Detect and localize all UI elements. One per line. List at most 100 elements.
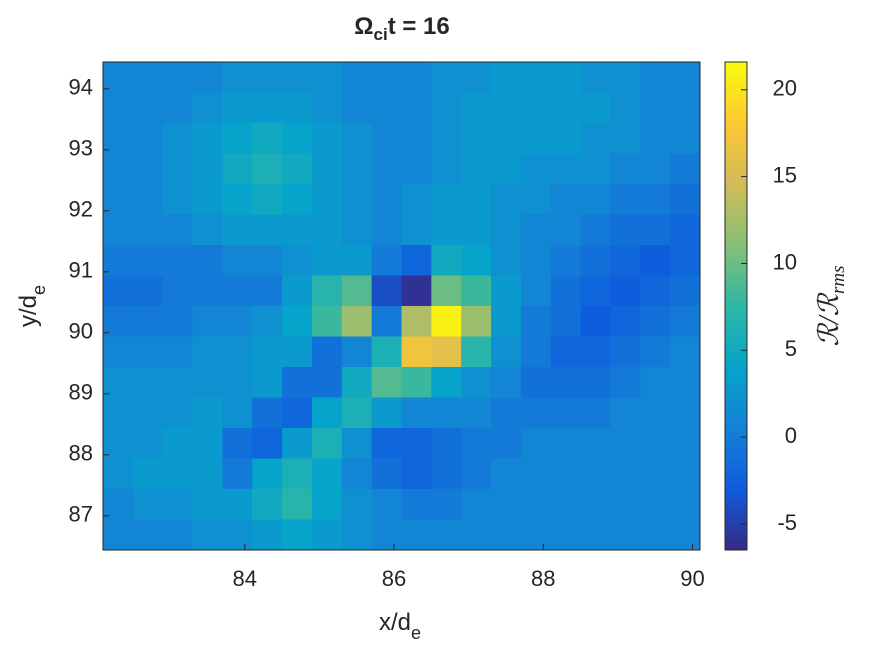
heatmap-cell (580, 214, 611, 246)
heatmap-cell (401, 245, 432, 276)
heatmap-cell (610, 92, 641, 124)
heatmap-cell (222, 275, 253, 307)
heatmap-cell (282, 275, 313, 307)
heatmap-cell (401, 62, 432, 93)
heatmap-cell (491, 92, 522, 124)
heatmap-cell (431, 92, 462, 124)
heatmap-cell (670, 519, 701, 551)
heatmap-cell (311, 489, 343, 520)
heatmap-cell (550, 153, 582, 185)
heatmap-cell (162, 367, 194, 398)
heatmap-cell (580, 245, 611, 276)
heatmap-cell (670, 397, 701, 429)
heatmap-cell (311, 275, 343, 307)
heatmap-cell (371, 367, 402, 398)
heatmap-cell (640, 275, 671, 307)
heatmap-cell (461, 306, 492, 337)
heatmap-cell (491, 397, 522, 429)
heatmap-cell (282, 123, 313, 154)
heatmap-cell (222, 489, 253, 520)
heatmap-cell (491, 214, 522, 246)
heatmap-cell (580, 428, 611, 459)
heatmap-cell (461, 245, 492, 276)
heatmap-cell (132, 489, 164, 520)
heatmap-cell (640, 214, 671, 246)
heatmap-cell (670, 458, 701, 490)
heatmap-cell (282, 62, 313, 93)
heatmap-cell (282, 214, 313, 246)
heatmap-cell (610, 184, 641, 215)
heatmap-cell (550, 367, 582, 398)
heatmap-cell (252, 184, 283, 215)
heatmap-cell (103, 367, 134, 398)
heatmap-cell (610, 489, 641, 520)
heatmap-cell (341, 153, 373, 185)
heatmap-cell (192, 397, 223, 429)
heatmap-cell (431, 336, 462, 368)
heatmap-cell (550, 336, 582, 368)
heatmap-cell (371, 489, 402, 520)
heatmap-cell (491, 306, 522, 337)
heatmap-cell (520, 214, 552, 246)
heatmap-cell (192, 336, 223, 368)
heatmap-cell (252, 275, 283, 307)
heatmap-cell (162, 92, 194, 124)
heatmap-cell (580, 153, 611, 185)
heatmap-cell (192, 245, 223, 276)
heatmap-cell (341, 336, 373, 368)
heatmap-cell (341, 489, 373, 520)
heatmap-cell (192, 489, 223, 520)
heatmap-cell (282, 489, 313, 520)
colorbar-tick-label: 15 (773, 162, 797, 187)
heatmap-cell (311, 306, 343, 337)
heatmap-cell (311, 62, 343, 93)
heatmap-cell (640, 397, 671, 429)
heatmap-cell (132, 153, 164, 185)
heatmap-cell (311, 428, 343, 459)
heatmap-cell (401, 184, 432, 215)
heatmap-cell (610, 62, 641, 93)
title-sub: ci (374, 25, 388, 44)
heatmap-cell (461, 214, 492, 246)
heatmap-cell (192, 153, 223, 185)
heatmap-cell (282, 428, 313, 459)
heatmap-cell (550, 184, 582, 215)
heatmap-cell (610, 306, 641, 337)
heatmap-cell (132, 92, 164, 124)
heatmap-cell (550, 275, 582, 307)
heatmap-cell (640, 458, 671, 490)
heatmap-cell (491, 245, 522, 276)
heatmap-cell (103, 214, 134, 246)
heatmap-cell (162, 123, 194, 154)
heatmap-cell (550, 428, 582, 459)
heatmap-cell (520, 275, 552, 307)
heatmap-cell (550, 397, 582, 429)
heatmap-cell (103, 519, 134, 551)
heatmap-cell (610, 214, 641, 246)
heatmap-cell (610, 275, 641, 307)
heatmap-cell (491, 428, 522, 459)
heatmap-cell (640, 336, 671, 368)
heatmap-cell (431, 62, 462, 93)
heatmap-cell (491, 275, 522, 307)
heatmap-cell (311, 153, 343, 185)
heatmap-cell (670, 489, 701, 520)
heatmap-cell (162, 519, 194, 551)
heatmap-cell (640, 367, 671, 398)
heatmap-cell (252, 153, 283, 185)
heatmap-cell (371, 336, 402, 368)
heatmap-cell (132, 428, 164, 459)
heatmap-cell (192, 123, 223, 154)
heatmap-cell (252, 245, 283, 276)
heatmap-cell (282, 367, 313, 398)
plot-frame (102, 61, 701, 551)
heatmap-cell (132, 306, 164, 337)
heatmap-cell (222, 62, 253, 93)
heatmap-cell (491, 153, 522, 185)
heatmap-cell (311, 184, 343, 215)
heatmap-cell (162, 245, 194, 276)
heatmap-cell (162, 428, 194, 459)
x-tick-label: 86 (382, 566, 406, 591)
heatmap-cell (103, 306, 134, 337)
heatmap-cell (162, 184, 194, 215)
